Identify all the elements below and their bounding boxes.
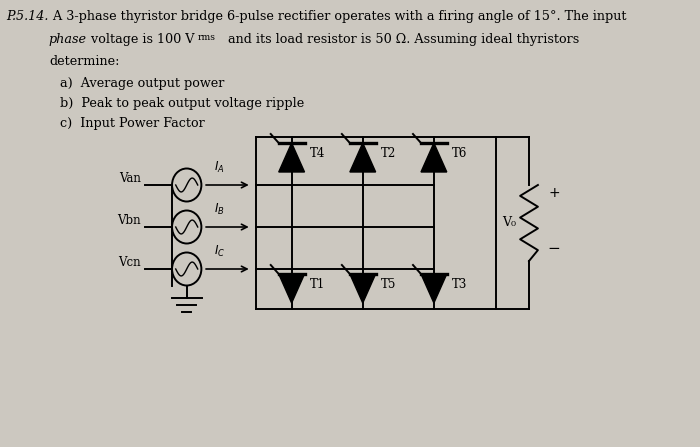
Text: b)  Peak to peak output voltage ripple: b) Peak to peak output voltage ripple xyxy=(60,97,304,110)
Text: $I_A$: $I_A$ xyxy=(214,160,225,175)
Text: phase: phase xyxy=(49,33,87,46)
Text: T2: T2 xyxy=(381,147,396,160)
Text: T3: T3 xyxy=(452,278,468,291)
Text: −: − xyxy=(547,241,560,257)
Polygon shape xyxy=(350,143,376,172)
Text: c)  Input Power Factor: c) Input Power Factor xyxy=(60,117,205,130)
Polygon shape xyxy=(279,274,304,303)
Text: a)  Average output power: a) Average output power xyxy=(60,77,225,90)
Text: $I_C$: $I_C$ xyxy=(214,244,225,259)
Polygon shape xyxy=(279,143,304,172)
Text: Vbn: Vbn xyxy=(118,215,141,228)
Text: and its load resistor is 50 Ω. Assuming ideal thyristors: and its load resistor is 50 Ω. Assuming … xyxy=(224,33,580,46)
Text: +: + xyxy=(548,186,560,200)
Text: determine:: determine: xyxy=(49,55,120,68)
Text: A 3-phase thyristor bridge 6-pulse rectifier operates with a firing angle of 15°: A 3-phase thyristor bridge 6-pulse recti… xyxy=(49,10,626,23)
Text: Vcn: Vcn xyxy=(118,257,141,270)
Text: T1: T1 xyxy=(310,278,325,291)
Text: V₀: V₀ xyxy=(503,216,517,229)
Polygon shape xyxy=(421,274,447,303)
Text: P.5.14.: P.5.14. xyxy=(6,10,48,23)
Text: T5: T5 xyxy=(381,278,396,291)
Text: T6: T6 xyxy=(452,147,468,160)
Text: Van: Van xyxy=(119,173,141,186)
Text: T4: T4 xyxy=(310,147,326,160)
Text: $I_B$: $I_B$ xyxy=(214,202,225,217)
Polygon shape xyxy=(350,274,376,303)
Text: voltage is 100 V: voltage is 100 V xyxy=(87,33,195,46)
Polygon shape xyxy=(421,143,447,172)
Text: rms: rms xyxy=(197,33,216,42)
